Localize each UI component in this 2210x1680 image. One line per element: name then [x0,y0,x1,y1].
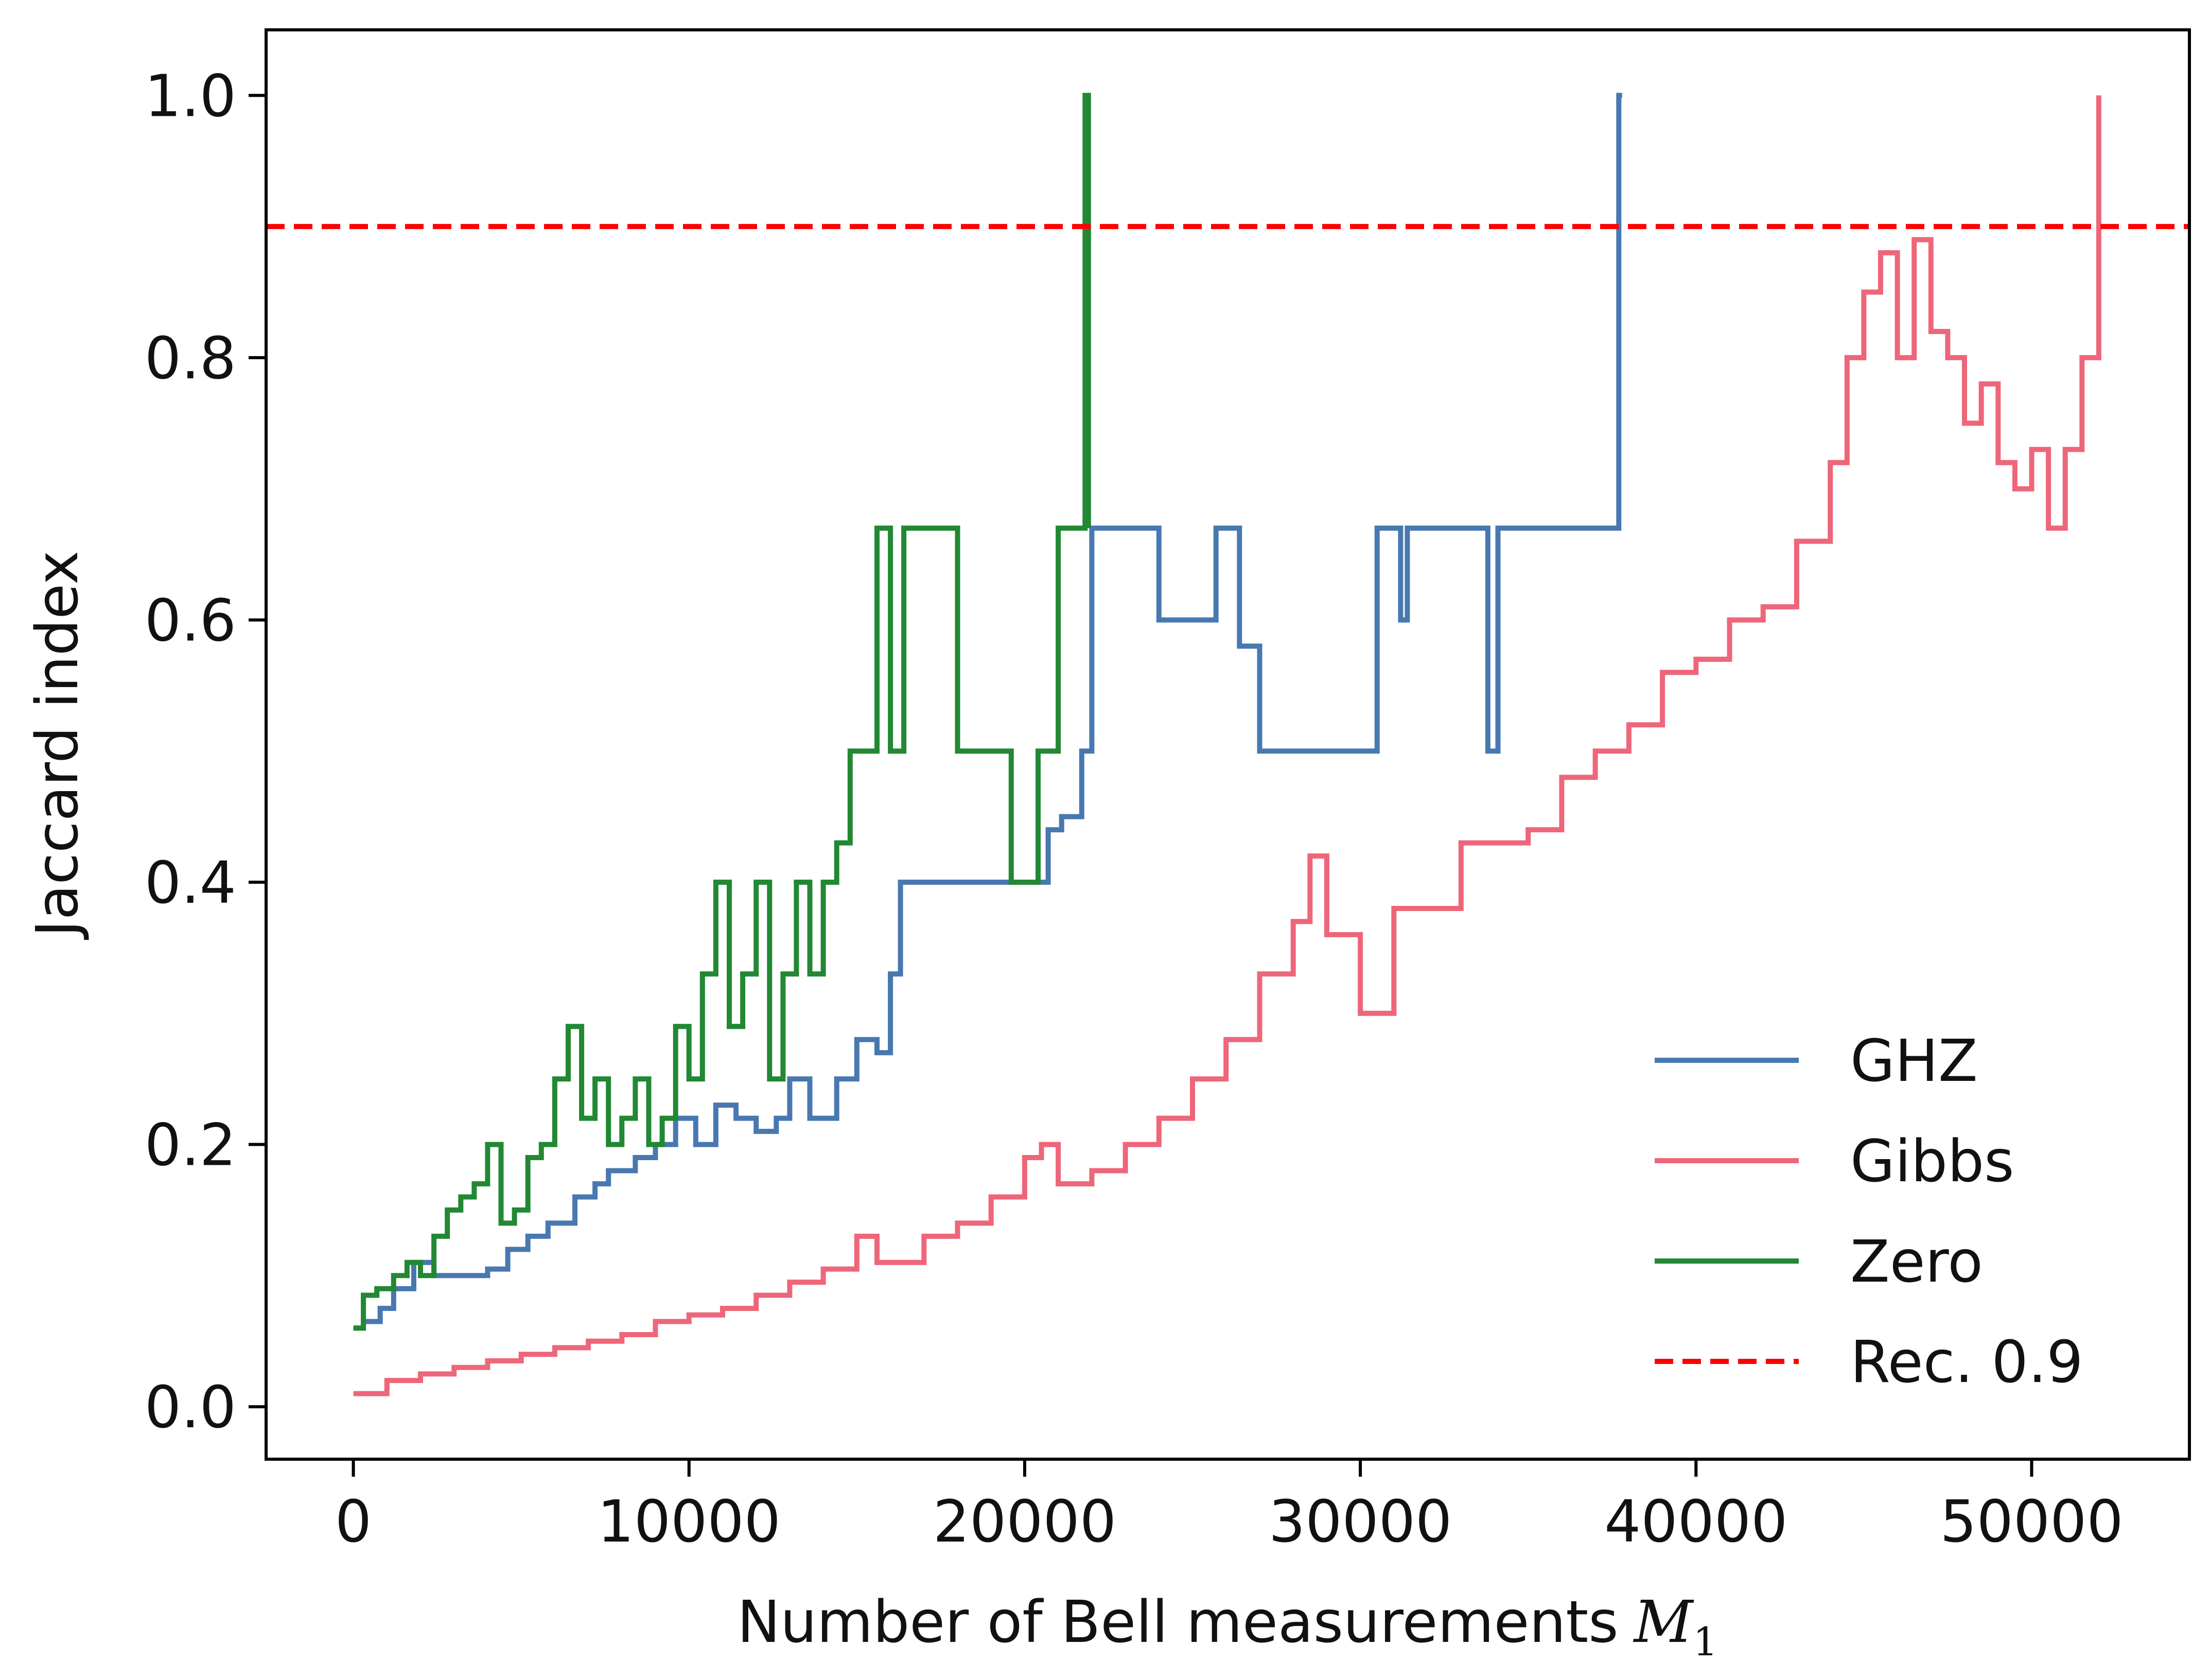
x-axis-label-text: Number of Bell measurements [737,1589,1618,1656]
y-tick-label: 0.2 [145,1112,236,1179]
y-tick-label: 0.6 [145,587,236,654]
series-line-zero [353,93,1091,1331]
plot-frame [265,28,2191,1461]
x-tick-label: 0 [335,1489,372,1555]
legend-label-gibbs: Gibbs [1850,1128,2014,1195]
y-axis-ticks: 0.0 0.2 0.4 0.6 0.8 1.0 [145,63,266,1441]
x-axis-label-subscript: 1 [1693,1619,1717,1665]
x-axis-ticks: 0 10000 20000 30000 40000 50000 [335,1459,2124,1555]
y-tick-label: 0.4 [145,850,236,917]
legend-label-rec-0-9: Rec. 0.9 [1850,1329,2083,1396]
x-tick-label: 40000 [1604,1489,1787,1555]
legend-label-zero: Zero [1850,1229,1983,1296]
y-tick-label: 0.8 [145,325,236,392]
y-axis-label: Jaccard index [24,551,91,940]
y-tick-label: 1.0 [145,63,236,130]
legend: GHZ Gibbs Zero Rec. 0.9 [1655,1028,2083,1396]
x-axis-label-math: M [1633,1589,1694,1656]
x-tick-label: 10000 [598,1489,781,1555]
series-line-ghz [353,93,1622,1331]
x-axis-label: Number of Bell measurements M1 [737,1589,1717,1665]
x-tick-label: 20000 [933,1489,1116,1555]
x-tick-label: 50000 [1940,1489,2123,1555]
legend-label-ghz: GHZ [1850,1028,1978,1095]
series-layer [266,93,2189,1396]
series-line-gibbs [353,95,2101,1396]
y-tick-label: 0.0 [145,1374,236,1441]
x-tick-label: 30000 [1269,1489,1452,1555]
